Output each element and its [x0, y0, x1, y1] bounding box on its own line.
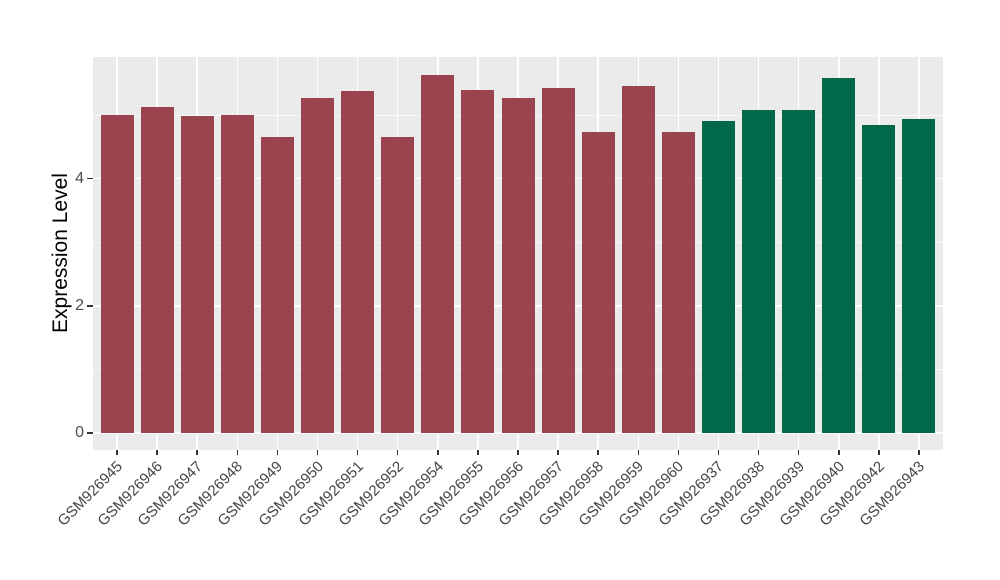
- x-tick: [396, 450, 399, 455]
- x-tick: [878, 450, 880, 455]
- x-tick: [316, 450, 319, 455]
- bar-GSM926949: [260, 137, 294, 433]
- x-tick: [116, 450, 118, 455]
- bar-GSM926937: [701, 120, 735, 433]
- bar-GSM926939: [782, 109, 816, 433]
- bar-GSM926940: [822, 78, 856, 433]
- y-tick-label: 0: [75, 424, 84, 441]
- plot-panel: [93, 57, 943, 450]
- x-tick: [477, 450, 479, 455]
- x-tick: [677, 450, 680, 455]
- x-tick: [757, 450, 760, 455]
- bar-GSM926957: [541, 88, 575, 433]
- x-tick: [156, 450, 158, 455]
- x-tick: [717, 450, 720, 455]
- x-tick: [637, 450, 640, 455]
- bar-GSM926942: [862, 125, 896, 433]
- bar-GSM926947: [180, 115, 214, 433]
- bar-GSM926959: [621, 86, 655, 433]
- x-tick: [196, 450, 198, 455]
- bar-GSM926950: [301, 98, 335, 433]
- y-tick: [87, 432, 93, 434]
- x-tick: [918, 450, 920, 455]
- bar-GSM926955: [461, 89, 495, 433]
- y-axis-title: Expression Level: [49, 173, 72, 333]
- x-tick: [797, 450, 800, 455]
- bar-GSM926945: [100, 115, 134, 433]
- x-tick: [356, 450, 359, 455]
- y-tick: [87, 305, 93, 307]
- bar-GSM926938: [742, 109, 776, 433]
- bar-GSM926952: [381, 137, 415, 433]
- x-tick: [597, 450, 599, 455]
- x-tick: [437, 450, 439, 455]
- x-tick: [838, 450, 840, 455]
- y-tick-label: 4: [75, 169, 84, 187]
- bar-GSM926956: [501, 97, 535, 433]
- bar-GSM926946: [140, 107, 174, 433]
- y-tick: [87, 177, 93, 180]
- bar-GSM926943: [902, 118, 936, 433]
- bar-GSM926960: [661, 132, 695, 433]
- x-tick: [517, 450, 519, 455]
- x-tick: [557, 450, 559, 455]
- x-tick: [276, 450, 279, 455]
- x-tick: [236, 450, 239, 455]
- y-tick-label: 2: [75, 296, 84, 314]
- bar-GSM926948: [220, 115, 254, 433]
- bar-GSM926954: [421, 74, 455, 433]
- bar-GSM926951: [341, 91, 375, 433]
- bar-GSM926958: [581, 132, 615, 433]
